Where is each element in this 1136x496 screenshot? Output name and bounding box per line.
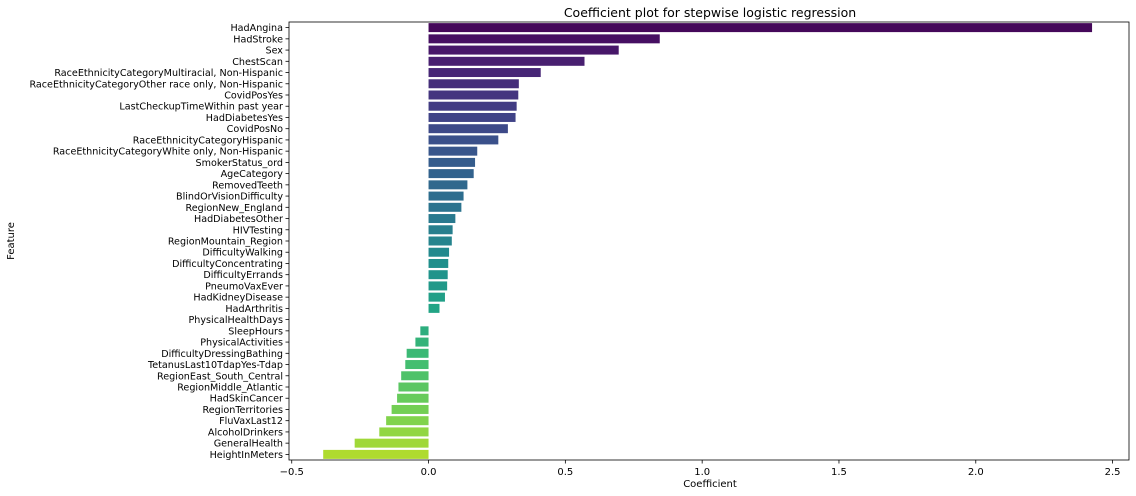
y-tick-label: RegionMountain_Region xyxy=(168,237,283,248)
bar xyxy=(323,449,429,459)
bar xyxy=(428,112,516,122)
bar xyxy=(428,146,478,156)
x-tick-label: −0.5 xyxy=(280,467,304,478)
x-axis: −0.5 0.0 0.5 1.0 1.5 2.0 2.5 xyxy=(280,460,1121,478)
y-tick-label: PhysicalActivities xyxy=(200,338,283,349)
y-tick-label: RaceEthnicityCategoryOther race only, No… xyxy=(29,79,283,90)
bar xyxy=(397,393,429,403)
y-tick-label: HadStroke xyxy=(233,34,283,45)
bar xyxy=(428,101,517,111)
bar xyxy=(428,90,519,100)
bar xyxy=(428,23,1093,33)
y-tick-label: AlcoholDrinkers xyxy=(208,427,283,438)
x-tick-label: 0.5 xyxy=(557,467,573,478)
bar xyxy=(428,157,476,167)
x-axis-label: Coefficient xyxy=(683,479,737,490)
y-tick-label: PneumoVaxEver xyxy=(205,281,283,292)
bar xyxy=(428,124,508,134)
y-tick-label: ChestScan xyxy=(232,57,283,68)
bar xyxy=(428,247,450,257)
y-tick-label: RegionTerritories xyxy=(202,405,283,416)
y-tick-label: RaceEthnicityCategoryWhite only, Non-His… xyxy=(53,147,283,158)
y-tick-label: AgeCategory xyxy=(221,169,284,180)
y-tick-label: HadKidneyDisease xyxy=(193,293,283,304)
bar xyxy=(428,56,585,66)
bar xyxy=(428,68,541,78)
bar xyxy=(428,270,448,280)
bar xyxy=(398,382,429,392)
bar xyxy=(428,303,440,313)
y-tick-label: CovidPosNo xyxy=(227,124,283,135)
y-axis: HadAnginaHadStrokeSexChestScanRaceEthnic… xyxy=(29,23,289,461)
y-tick-label: DifficultyDressingBathing xyxy=(161,349,283,360)
bar xyxy=(428,225,453,235)
y-tick-label: RegionEast_South_Central xyxy=(157,371,283,382)
y-tick-label: DifficultyWalking xyxy=(202,248,283,259)
bar xyxy=(428,281,448,291)
bar xyxy=(428,79,519,89)
y-tick-label: GeneralHealth xyxy=(214,439,283,450)
bar xyxy=(428,292,445,302)
x-tick-label: 0.0 xyxy=(421,467,437,478)
y-tick-label: Sex xyxy=(265,46,283,57)
bar xyxy=(428,169,474,179)
y-tick-label: RegionMiddle_Atlantic xyxy=(177,383,283,394)
y-tick-label: DifficultyConcentrating xyxy=(172,259,283,270)
x-tick-label: 2.5 xyxy=(1105,467,1121,478)
chart-title: Coefficient plot for stepwise logistic r… xyxy=(564,5,856,20)
bar xyxy=(428,214,456,224)
y-tick-label: BlindOrVisionDifficulty xyxy=(176,192,283,203)
y-tick-label: HadAngina xyxy=(230,23,283,34)
y-tick-label: FluVaxLast12 xyxy=(219,416,283,427)
bars-group xyxy=(323,23,1093,459)
y-tick-label: RaceEthnicityCategoryMultiracial, Non-Hi… xyxy=(54,68,283,79)
y-tick-label: SmokerStatus_ord xyxy=(196,158,283,169)
y-tick-label: CovidPosYes xyxy=(224,91,283,102)
bar xyxy=(401,371,429,381)
bar xyxy=(405,360,429,370)
y-tick-label: RemovedTeeth xyxy=(212,180,283,191)
y-tick-label: HadDiabetesYes xyxy=(206,113,283,124)
y-tick-label: HadArthritis xyxy=(225,304,283,315)
y-tick-label: LastCheckupTimeWithin past year xyxy=(119,102,283,113)
bar xyxy=(428,45,619,55)
bar xyxy=(428,191,464,201)
y-tick-label: TetanusLast10TdapYes-Tdap xyxy=(147,360,283,371)
y-tick-label: HadDiabetesOther xyxy=(194,214,283,225)
bar xyxy=(428,202,462,212)
y-tick-label: HIVTesting xyxy=(233,225,283,236)
bar xyxy=(428,180,468,190)
x-tick-label: 2.0 xyxy=(968,467,984,478)
x-tick-label: 1.0 xyxy=(694,467,710,478)
bar xyxy=(391,404,429,414)
y-tick-label: SleepHours xyxy=(228,326,283,337)
y-tick-label: HeightInMeters xyxy=(210,450,283,461)
bar xyxy=(428,34,660,44)
bar xyxy=(379,427,429,437)
bar xyxy=(406,348,429,358)
bar xyxy=(420,326,429,336)
y-tick-label: PhysicalHealthDays xyxy=(189,315,283,326)
bar xyxy=(354,438,429,448)
y-tick-label: RegionNew_England xyxy=(185,203,283,214)
bar xyxy=(386,416,429,426)
y-axis-label: Feature xyxy=(6,222,17,260)
bar xyxy=(428,135,499,145)
bar xyxy=(415,337,429,347)
y-tick-label: HadSkinCancer xyxy=(210,394,283,405)
bar xyxy=(428,258,449,268)
y-tick-label: DifficultyErrands xyxy=(203,270,283,281)
x-tick-label: 1.5 xyxy=(831,467,847,478)
y-tick-label: RaceEthnicityCategoryHispanic xyxy=(133,135,283,146)
bar xyxy=(428,236,452,246)
